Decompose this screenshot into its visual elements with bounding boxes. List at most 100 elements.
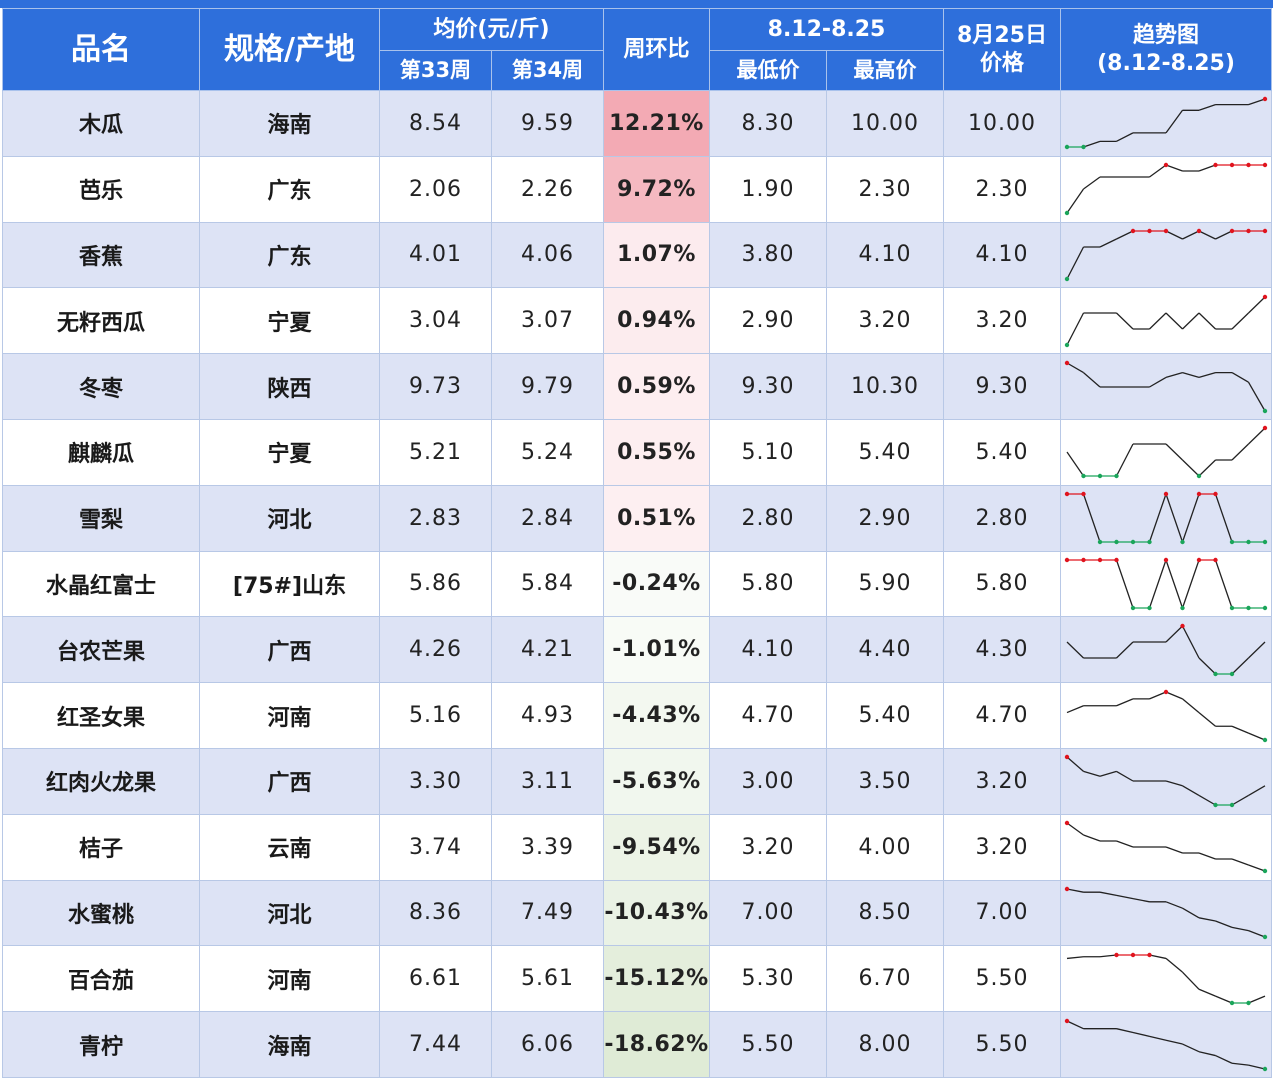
week34-price: 5.84 — [491, 550, 604, 618]
trend-segment — [1181, 559, 1200, 609]
trend-max-point — [1114, 952, 1119, 957]
high-price: 5.40 — [825, 418, 945, 486]
trend-max-point — [1064, 755, 1070, 760]
product-origin: 陕西 — [199, 353, 380, 420]
trend-min-point — [1130, 605, 1136, 611]
trend-max-point — [1246, 162, 1251, 168]
week34-price: 3.07 — [491, 287, 604, 355]
week33-price: 4.01 — [379, 221, 492, 289]
high-price: 4.10 — [825, 221, 945, 289]
trend-segment — [1198, 371, 1216, 378]
week33-price: 8.54 — [379, 90, 492, 157]
week34-price: 9.79 — [491, 353, 604, 420]
trend-segment — [1148, 559, 1167, 609]
trend-min-point — [1262, 737, 1268, 742]
trend-max-point — [1130, 228, 1136, 234]
week34-price: 4.93 — [491, 682, 604, 749]
trend-segment — [1182, 1043, 1200, 1052]
trend-segment — [1231, 926, 1249, 932]
product-origin: 河北 — [199, 484, 380, 552]
week34-price: 3.11 — [491, 747, 604, 815]
trend-segment — [1182, 907, 1200, 919]
trend-sparkline — [1064, 491, 1268, 545]
product-origin: [75#]山东 — [199, 550, 380, 618]
low-price: 3.80 — [709, 221, 827, 289]
trend-segment — [1231, 657, 1249, 675]
header-aug25-line1: 8月25日 — [957, 23, 1047, 48]
header-low: 最低价 — [709, 50, 827, 91]
week33-price: 9.73 — [379, 353, 492, 420]
trend-max-point — [1147, 228, 1152, 234]
low-price: 2.90 — [709, 287, 827, 355]
trend-segment — [1083, 176, 1101, 190]
trend-sparkline — [1064, 360, 1268, 413]
header-high: 最高价 — [825, 50, 945, 91]
trend-segment — [1066, 188, 1085, 214]
product-name: 雪梨 — [2, 484, 200, 552]
trend-max-point — [1213, 162, 1218, 168]
product-name: 水蜜桃 — [2, 879, 200, 947]
aug25-price: 2.30 — [943, 155, 1062, 223]
trend-segment — [1165, 559, 1184, 609]
wow-change: 9.72% — [603, 155, 710, 223]
low-price: 5.50 — [709, 1011, 827, 1078]
trend-sparkline-cell — [1060, 682, 1273, 749]
high-price: 3.50 — [825, 747, 945, 815]
trend-sparkline-cell — [1060, 813, 1273, 881]
header-trend-line1: 趋势图 — [1133, 23, 1200, 48]
trend-max-point — [1114, 557, 1119, 563]
trend-segment — [1116, 1027, 1134, 1033]
header-aug25-line2: 价格 — [980, 50, 1025, 76]
product-name: 木瓜 — [2, 90, 200, 157]
trend-segment — [1116, 132, 1134, 143]
trend-sparkline — [1066, 623, 1266, 676]
trend-min-point — [1262, 1066, 1268, 1071]
trend-segment — [1116, 894, 1134, 900]
trend-max-point — [1064, 886, 1070, 892]
trend-max-point — [1064, 557, 1070, 563]
week33-price: 3.74 — [379, 813, 492, 881]
aug25-price: 3.20 — [943, 287, 1062, 355]
price-table: 品名 规格/产地 均价(元/斤) 周环比 8.12-8.25 8月25日 价格 … — [2, 8, 1273, 1078]
trend-segment — [1198, 230, 1216, 240]
trend-segment — [1066, 452, 1085, 477]
header-trend: 趋势图 (8.12-8.25) — [1060, 8, 1273, 91]
high-price: 3.20 — [825, 287, 945, 355]
trend-max-point — [1081, 557, 1086, 563]
trend-segment — [1066, 246, 1085, 280]
trend-segment — [1149, 164, 1167, 178]
product-origin: 广西 — [199, 616, 380, 684]
wow-change: -18.62% — [603, 1011, 710, 1078]
trend-sparkline-cell — [1060, 616, 1273, 684]
header-week34: 第34周 — [491, 50, 604, 91]
trend-segment — [1066, 822, 1084, 836]
table-row: 无籽西瓜 宁夏 3.04 3.07 0.94% 2.90 3.20 3.20 — [2, 287, 1273, 355]
trend-segment — [1182, 371, 1200, 378]
wow-change: 0.51% — [603, 484, 710, 552]
week33-price: 5.86 — [379, 550, 492, 618]
trend-segment — [1099, 891, 1117, 896]
trend-sparkline-cell — [1060, 484, 1273, 552]
wow-change: 1.07% — [603, 221, 710, 289]
trend-min-point — [1064, 210, 1070, 216]
low-price: 8.30 — [709, 90, 827, 157]
table-row: 香蕉 广东 4.01 4.06 1.07% 3.80 4.10 4.10 — [2, 221, 1273, 289]
week33-price: 7.44 — [379, 1011, 492, 1078]
trend-min-point — [1180, 605, 1185, 611]
table-row: 百合茄 河南 6.61 5.61 -15.12% 5.30 6.70 5.50 — [2, 945, 1273, 1013]
trend-min-point — [1246, 605, 1251, 611]
header-aug25-price: 8月25日 价格 — [943, 8, 1062, 91]
table-row: 红肉火龙果 广西 3.30 3.11 -5.63% 3.00 3.50 3.20 — [2, 747, 1273, 815]
trend-segment — [1248, 732, 1266, 741]
wow-change: -5.63% — [603, 747, 710, 815]
trend-sparkline — [1064, 97, 1268, 150]
product-name: 无籽西瓜 — [2, 287, 200, 355]
trend-min-point — [1064, 276, 1070, 282]
week34-price: 2.26 — [491, 155, 604, 223]
low-price: 2.80 — [709, 484, 827, 552]
aug25-price: 5.50 — [943, 945, 1062, 1013]
trend-min-point — [1213, 671, 1218, 676]
trend-min-point — [1246, 539, 1251, 545]
trend-max-point — [1064, 1018, 1070, 1023]
trend-max-point — [1262, 97, 1268, 102]
